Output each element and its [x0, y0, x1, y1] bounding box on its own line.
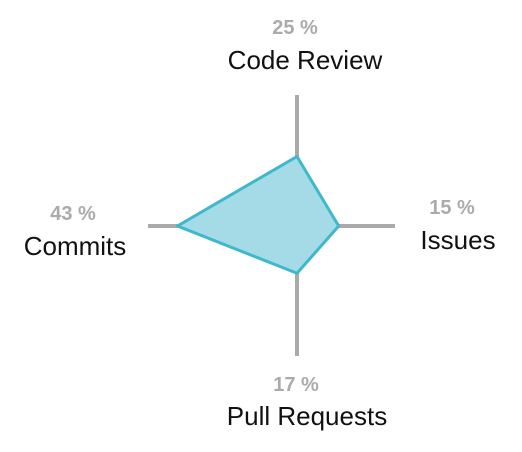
value-label-commits: 43 %	[50, 203, 96, 225]
data-polygon	[175, 155, 341, 275]
value-label-code-review: 25 %	[272, 17, 318, 39]
axis-label-pull-requests: Pull Requests	[227, 401, 387, 431]
value-label-pull-requests: 17 %	[273, 374, 319, 396]
axis-label-code-review: Code Review	[228, 45, 383, 75]
axis-label-commits: Commits	[24, 231, 127, 261]
axis-label-issues: Issues	[420, 225, 495, 255]
value-label-issues: 15 %	[429, 197, 475, 219]
